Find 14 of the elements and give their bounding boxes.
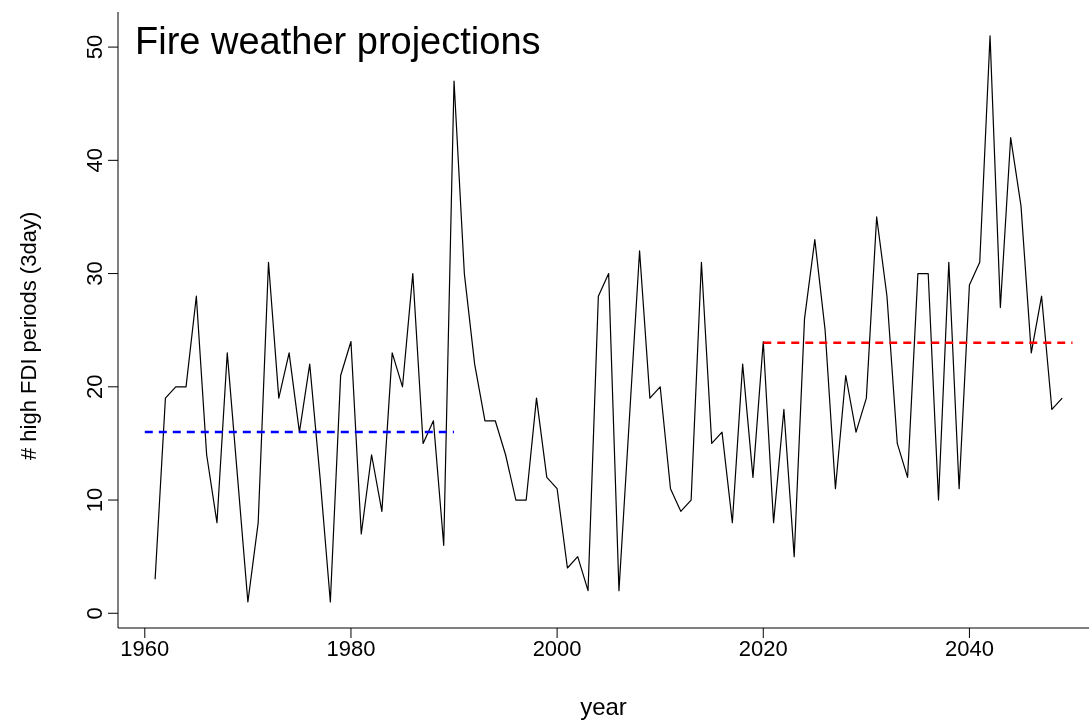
x-tick-label: 2040 [944,635,994,661]
y-tick-label: 30 [82,261,107,286]
x-tick-label: 1960 [120,635,170,661]
x-axis-title: year [580,693,627,720]
x-tick-label: 1980 [326,635,376,661]
y-tick-label: 50 [82,34,107,60]
y-tick-label: 20 [82,374,107,400]
chart-title: Fire weather projections [135,20,541,63]
x-tick-label: 2020 [738,635,788,661]
x-tick-label: 2000 [532,635,582,661]
y-tick-label: 40 [82,148,107,173]
y-axis-title: # high FDI periods (3day) [15,211,41,460]
y-tick-label: 10 [82,487,107,513]
y-tick-label: 0 [82,607,107,620]
